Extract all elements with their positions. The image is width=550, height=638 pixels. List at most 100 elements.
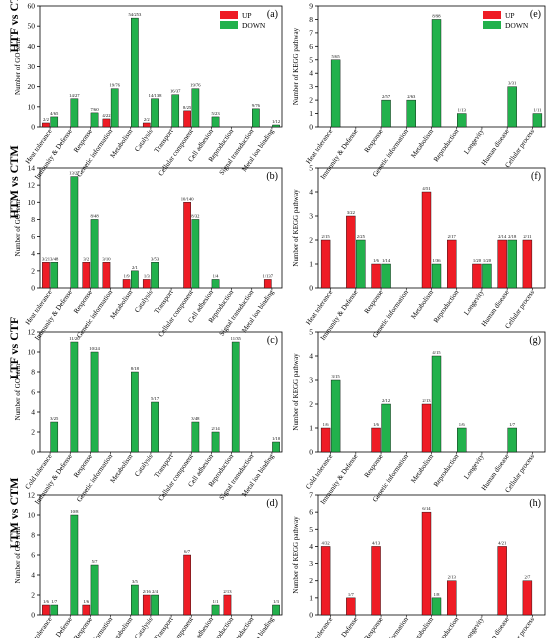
bar-down [381, 403, 391, 453]
bar-up [183, 554, 191, 616]
y-tick-label: 1 [309, 593, 313, 602]
data-label-down: 3/25 [50, 416, 59, 421]
y-axis-label: Number of GO term [14, 199, 22, 257]
y-tick-label: 0 [309, 448, 313, 457]
bar-up [472, 263, 482, 289]
data-label-down: 5/23 [211, 111, 220, 116]
bar-up [142, 279, 151, 289]
bar-down [131, 270, 139, 289]
data-label-down: 2/63 [407, 94, 416, 99]
bar-down [211, 431, 220, 453]
bar-up [320, 427, 331, 453]
data-label-up: 2/13 [422, 398, 431, 403]
data-label-down: 1/3 [273, 599, 280, 604]
x-tick-label: Catalysis [133, 452, 154, 478]
data-label-down: 5/7 [92, 559, 99, 564]
bar-down [191, 219, 200, 289]
bar-down [431, 355, 442, 453]
legend-swatch-up [483, 11, 501, 19]
bar-down [431, 597, 442, 616]
y-tick-label: 60 [28, 2, 36, 11]
bar-up [320, 239, 331, 289]
x-tick-label: Genetic information [75, 452, 114, 503]
y-tick-label: 2 [309, 96, 313, 105]
y-tick-label: 1 [309, 424, 313, 433]
y-tick-label: 4 [309, 69, 313, 78]
data-label-up: 2/2 [144, 117, 151, 122]
bar-up [82, 262, 91, 289]
bar-up [263, 279, 272, 289]
bar-up [497, 546, 507, 616]
x-tick-label: Metabolism [409, 615, 435, 638]
bar-up [497, 239, 507, 289]
data-label-up: 1/6 [43, 599, 50, 604]
bar-down [507, 427, 517, 453]
data-label-down: 10/8 [70, 509, 79, 514]
bar-down [381, 99, 391, 128]
data-label-down: 54/253 [128, 12, 141, 17]
data-label-up: 1/6 [83, 599, 90, 604]
bar-down [131, 584, 139, 616]
bar-down [272, 441, 280, 453]
data-label-down: 8/18 [131, 366, 140, 371]
y-tick-label: 8 [309, 15, 313, 24]
legend-swatch-up [220, 11, 238, 19]
x-tick-label: Longevity [463, 452, 486, 481]
data-label-down: 2/1 [132, 265, 139, 270]
y-tick-label: 6 [31, 232, 35, 241]
data-label-down: 8/48 [90, 213, 99, 218]
data-label-down: 1/6 [459, 422, 466, 427]
bar-down [457, 427, 467, 453]
y-tick-label: 3 [309, 376, 313, 385]
x-tick-label: Response [363, 616, 385, 638]
data-label-up: 6/14 [422, 506, 431, 511]
legend-swatch-down [483, 21, 501, 29]
bar-down [50, 262, 59, 289]
row-label-ltm-vs-ctm: LTM vs CTM [7, 477, 21, 549]
data-label-down: 1/20 [483, 258, 492, 263]
data-label-down: 14/27 [69, 93, 80, 98]
y-tick-label: 14 [28, 164, 36, 173]
y-tick-label: 12 [28, 491, 36, 500]
bar-up [346, 215, 356, 289]
y-tick-label: 4 [31, 408, 35, 417]
legend-label-down: DOWN [505, 21, 529, 30]
data-label-down: 10/24 [89, 346, 100, 351]
data-label-down: 1/7 [51, 599, 58, 604]
bar-down [131, 371, 139, 453]
bar-up [42, 604, 50, 616]
y-tick-label: 1 [309, 260, 313, 269]
data-label-up: 2/13 [448, 575, 457, 580]
data-label-down: 2/18 [508, 234, 517, 239]
data-label-down: 7/60 [90, 107, 99, 112]
y-axis-label: Number of KEGG pathway [292, 189, 300, 267]
x-tick-label: Metabolism [409, 127, 435, 159]
bar-down [151, 262, 159, 289]
data-label-down: 3/53 [151, 256, 160, 261]
x-tick-label: Catalysis [133, 615, 154, 638]
x-tick-label: Immunity & Defense [33, 453, 74, 506]
bar-up [42, 262, 50, 289]
data-label-down: 19/76 [190, 83, 201, 88]
y-tick-label: 2 [31, 428, 35, 437]
data-label-up: 3/2 [83, 256, 90, 261]
data-label-up: 3/22 [347, 210, 356, 215]
bar-down [330, 59, 341, 128]
x-tick-label: Metabolism [409, 452, 435, 484]
bar-up [447, 239, 457, 289]
bar-down [507, 86, 517, 128]
y-tick-label: 0 [31, 448, 35, 457]
y-tick-label: 3 [309, 559, 313, 568]
bar-up [371, 546, 381, 616]
bar-down [211, 116, 220, 128]
plot-frame [317, 494, 546, 616]
data-label-up: 2/17 [448, 234, 457, 239]
data-label-up: 2/13 [223, 589, 232, 594]
panel-label: (b) [266, 171, 278, 182]
bar-down [272, 604, 280, 616]
bar-down [211, 604, 220, 616]
y-tick-label: 12 [28, 328, 36, 337]
x-tick-label: Genetic information [75, 127, 114, 178]
